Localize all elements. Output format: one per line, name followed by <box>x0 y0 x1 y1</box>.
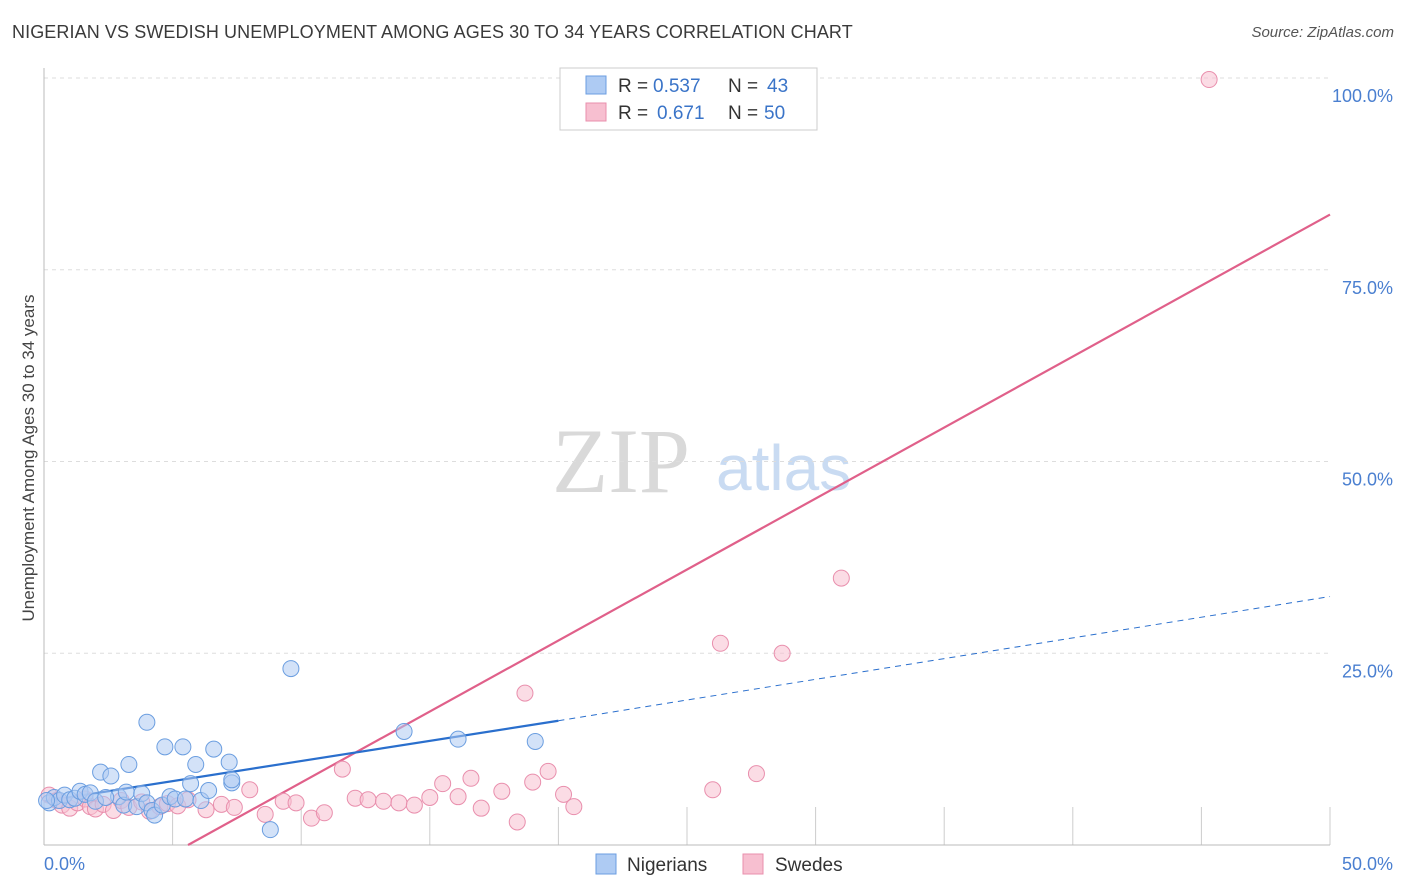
legend-swatch-nigerians <box>595 853 617 875</box>
y-tick-label: 50.0% <box>1342 470 1393 490</box>
swedes-point <box>747 765 765 783</box>
swedes-point <box>773 644 791 662</box>
y-axis-label: Unemployment Among Ages 30 to 34 years <box>19 295 38 622</box>
y-tick-label: 75.0% <box>1342 278 1393 298</box>
swedes-point <box>375 792 393 810</box>
swedes-point <box>524 773 542 791</box>
legend-r-value: 0.671 <box>657 103 705 124</box>
nigerians-point <box>156 738 174 756</box>
legend-swatch-nigerians <box>585 75 607 95</box>
legend-n-label: N = <box>728 103 758 124</box>
swedes-point <box>832 569 850 587</box>
y-tick-labels: 25.0% 50.0% 75.0% 100.0% <box>1332 86 1393 681</box>
swedes-point <box>241 781 259 799</box>
nigerians-point <box>117 783 135 801</box>
legend-r-label: R = <box>618 103 648 124</box>
nigerians-point <box>97 788 115 806</box>
swedes-point <box>315 804 333 822</box>
nigerians-point <box>174 738 192 756</box>
swedes-point <box>565 798 583 816</box>
swedes-point <box>462 769 480 787</box>
nigerians-point <box>223 771 241 789</box>
nigerians-point <box>282 660 300 678</box>
legend-n-value: 43 <box>767 76 788 97</box>
swedes-point <box>508 813 526 831</box>
x-tick-label: 50.0% <box>1342 854 1393 874</box>
swedes-point <box>516 684 534 702</box>
swedes-point <box>359 791 377 809</box>
series-legend: Nigerians Swedes <box>595 853 843 876</box>
nigerians-point <box>526 732 544 750</box>
nigerians-trend-extension <box>558 595 1331 722</box>
nigerians-point <box>176 790 194 808</box>
nigerians-point <box>200 782 218 800</box>
nigerians-point <box>395 722 413 740</box>
swedes-point <box>555 785 573 803</box>
correlation-legend: R = 0.537 N = 43 R = 0.671 N = 50 <box>559 67 818 131</box>
source-label: Source: ZipAtlas.com <box>1251 24 1394 41</box>
y-tick-label: 25.0% <box>1342 661 1393 681</box>
grid <box>44 77 1331 845</box>
swedes-point <box>421 788 439 806</box>
swedes-point <box>539 762 557 780</box>
swedes-point <box>333 760 351 778</box>
legend-label-swedes: Swedes <box>775 855 843 876</box>
legend-swatch-swedes <box>742 853 764 875</box>
legend-r-label: R = <box>618 76 648 97</box>
swedes-point <box>493 782 511 800</box>
legend-n-label: N = <box>728 76 758 97</box>
swedes-point <box>704 781 722 799</box>
swedes-point <box>434 775 452 793</box>
nigerians-point <box>182 775 200 793</box>
nigerians-point <box>187 755 205 773</box>
watermark-atlas: atlas <box>716 432 851 504</box>
nigerians-point <box>449 730 467 748</box>
legend-n-value: 50 <box>764 103 785 124</box>
swedes-point <box>405 796 423 814</box>
legend-swatch-swedes <box>585 102 607 122</box>
swedes-trend-line <box>187 213 1331 846</box>
swedes-point <box>287 794 305 812</box>
swedes-point <box>711 634 729 652</box>
nigerians-point <box>120 755 138 773</box>
trend-lines <box>43 213 1331 846</box>
swedes-point <box>449 788 467 806</box>
swedes-point <box>225 798 243 816</box>
nigerians-point <box>138 713 156 731</box>
chart-title: NIGERIAN VS SWEDISH UNEMPLOYMENT AMONG A… <box>12 22 853 42</box>
legend-r-value: 0.537 <box>653 76 701 97</box>
nigerians-point <box>102 767 120 785</box>
swedes-point <box>472 799 490 817</box>
nigerians-point <box>220 753 238 771</box>
swedes-point <box>1200 71 1218 89</box>
swedes-point <box>390 794 408 812</box>
swedes-point <box>256 805 274 823</box>
x-tick-label: 0.0% <box>44 854 85 874</box>
legend-label-nigerians: Nigerians <box>627 855 707 876</box>
nigerians-point <box>261 821 279 839</box>
nigerians-point <box>38 792 56 810</box>
nigerians-points <box>38 660 544 839</box>
nigerians-point <box>205 740 223 758</box>
x-tick-labels: 0.0% 50.0% <box>44 854 1393 874</box>
y-tick-label: 100.0% <box>1332 86 1393 106</box>
